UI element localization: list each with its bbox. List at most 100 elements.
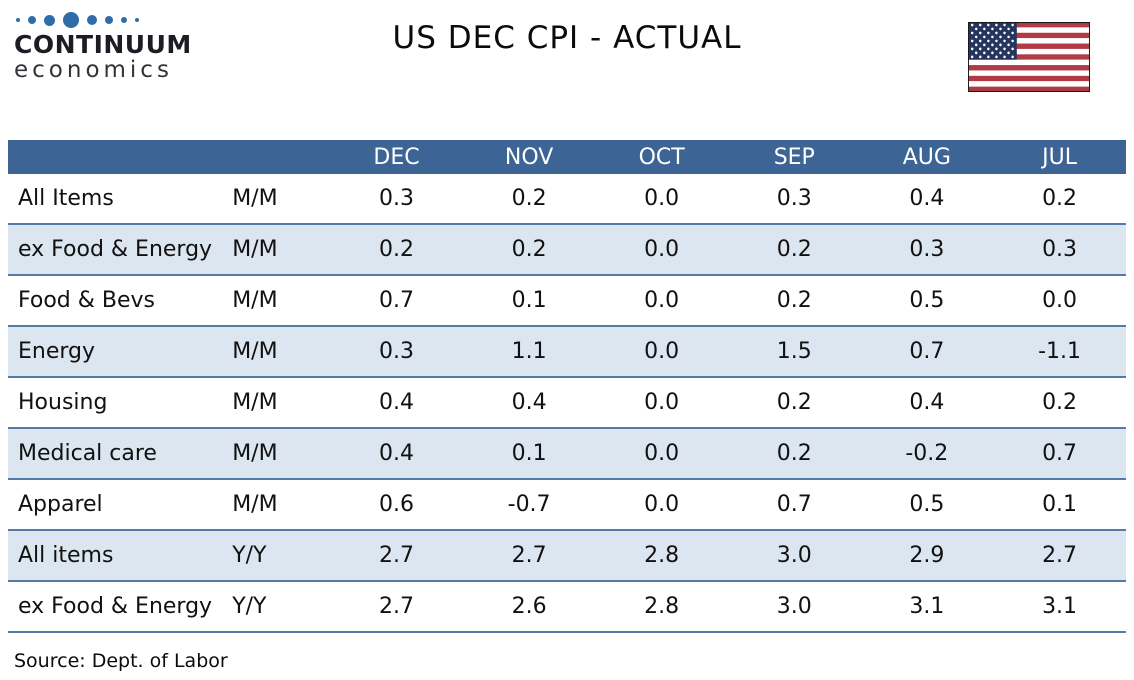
row-value: 0.1	[511, 288, 547, 313]
row-period: Y/Y	[232, 543, 267, 568]
row-value: 0.2	[1042, 390, 1078, 415]
column-header-jul: JUL	[993, 140, 1126, 174]
row-value: 0.4	[909, 186, 945, 211]
logo-dot	[87, 15, 97, 25]
table-row: Food & Bevs M/M 0.7 0.1 0.0 0.2 0.5 0.0	[8, 275, 1126, 326]
row-value: 2.8	[644, 594, 680, 619]
flag-stars	[970, 23, 1014, 59]
row-value: 0.0	[1042, 288, 1078, 313]
row-value: 0.3	[379, 339, 415, 364]
row-value: 0.2	[511, 237, 547, 262]
row-value: 0.2	[776, 237, 812, 262]
row-period: M/M	[232, 288, 278, 313]
row-value: 0.3	[1042, 237, 1078, 262]
row-value: -0.2	[905, 441, 949, 466]
row-value: 3.1	[909, 594, 945, 619]
logo-dot	[105, 16, 113, 24]
row-value: 0.0	[644, 390, 680, 415]
row-value: 0.7	[909, 339, 945, 364]
row-value: 0.7	[379, 288, 415, 313]
logo-dot	[135, 18, 139, 22]
row-value: 0.3	[909, 237, 945, 262]
row-value: 0.4	[379, 390, 415, 415]
logo-dot	[121, 17, 127, 23]
table-row: Medical care M/M 0.4 0.1 0.0 0.2 -0.2 0.7	[8, 428, 1126, 479]
logo-dots-icon	[14, 10, 192, 30]
row-value: 0.6	[379, 492, 415, 517]
row-value: 0.2	[511, 186, 547, 211]
row-value: 0.7	[1042, 441, 1078, 466]
table-row: All Items M/M 0.3 0.2 0.0 0.3 0.4 0.2	[8, 174, 1126, 224]
row-label: Housing	[18, 390, 108, 415]
row-value: 0.5	[909, 288, 945, 313]
row-value: 0.2	[776, 288, 812, 313]
row-value: 2.7	[379, 543, 415, 568]
row-period: M/M	[232, 390, 278, 415]
row-label: ex Food & Energy	[18, 594, 213, 619]
us-flag-icon	[968, 22, 1090, 92]
column-header-sep: SEP	[727, 140, 861, 174]
source-note: Source: Dept. of Labor	[14, 650, 228, 672]
logo-subtitle: economics	[14, 57, 173, 84]
row-value: 0.3	[379, 186, 415, 211]
row-value: 0.2	[776, 390, 812, 415]
column-header-aug: AUG	[860, 140, 994, 174]
row-value: 2.9	[909, 543, 945, 568]
cpi-table: DEC NOV OCT SEP AUG JUL All Items M/M 0.3 0…	[8, 140, 1126, 633]
row-value: 0.2	[1042, 186, 1078, 211]
row-value: 0.4	[909, 390, 945, 415]
table-row: All items Y/Y 2.7 2.7 2.8 3.0 2.9 2.7	[8, 530, 1126, 581]
row-value: 3.0	[776, 543, 812, 568]
row-value: 0.7	[776, 492, 812, 517]
row-value: 0.0	[644, 237, 680, 262]
row-value: 0.5	[909, 492, 945, 517]
row-value: 0.3	[776, 186, 812, 211]
row-period: M/M	[232, 339, 278, 364]
table-row: Energy M/M 0.3 1.1 0.0 1.5 0.7 -1.1	[8, 326, 1126, 377]
row-value: 0.0	[644, 492, 680, 517]
row-value: 0.4	[379, 441, 415, 466]
logo-dot	[63, 12, 79, 28]
row-label: Food & Bevs	[18, 288, 156, 313]
table-row: ex Food & Energy M/M 0.2 0.2 0.0 0.2 0.3 0.3	[8, 224, 1126, 275]
column-header-dec: DEC	[330, 140, 463, 174]
row-value: 0.2	[379, 237, 415, 262]
table-header-row: DEC NOV OCT SEP AUG JUL	[8, 140, 1126, 174]
header-spacer-period	[226, 140, 331, 174]
cpi-table-body: All Items M/M 0.3 0.2 0.0 0.3 0.4 0.2 ex Food & …	[8, 174, 1126, 632]
table-row: Apparel M/M 0.6 -0.7 0.0 0.7 0.5 0.1	[8, 479, 1126, 530]
column-header-nov: NOV	[462, 140, 596, 174]
row-value: 0.1	[1042, 492, 1078, 517]
flag-stripes	[968, 22, 1090, 92]
row-value: 0.4	[511, 390, 547, 415]
row-value: 2.6	[511, 594, 547, 619]
row-value: 3.1	[1042, 594, 1078, 619]
row-value: 2.8	[644, 543, 680, 568]
row-value: 3.0	[776, 594, 812, 619]
row-value: -0.7	[507, 492, 551, 517]
row-value: 0.0	[644, 339, 680, 364]
row-value: 0.2	[776, 441, 812, 466]
row-label: Apparel	[18, 492, 103, 517]
column-header-oct: OCT	[595, 140, 728, 174]
continuum-economics-logo: CONTINUUM economics	[14, 10, 192, 82]
row-value: 2.7	[379, 594, 415, 619]
us-flag-svg	[968, 22, 1090, 92]
logo-dot	[28, 16, 36, 24]
row-label: All Items	[18, 186, 114, 211]
row-value: 1.5	[776, 339, 812, 364]
header-spacer-label	[8, 140, 227, 174]
row-value: 0.0	[644, 441, 680, 466]
row-value: 2.7	[511, 543, 547, 568]
row-value: 0.1	[511, 441, 547, 466]
row-value: 0.0	[644, 288, 680, 313]
row-period: Y/Y	[232, 594, 267, 619]
row-period: M/M	[232, 237, 278, 262]
logo-dot	[16, 18, 20, 22]
row-label: Medical care	[18, 441, 157, 466]
row-value: -1.1	[1038, 339, 1082, 364]
row-period: M/M	[232, 186, 278, 211]
row-period: M/M	[232, 492, 278, 517]
table-row: ex Food & Energy Y/Y 2.7 2.6 2.8 3.0 3.1 3.1	[8, 581, 1126, 632]
row-label: All items	[18, 543, 114, 568]
